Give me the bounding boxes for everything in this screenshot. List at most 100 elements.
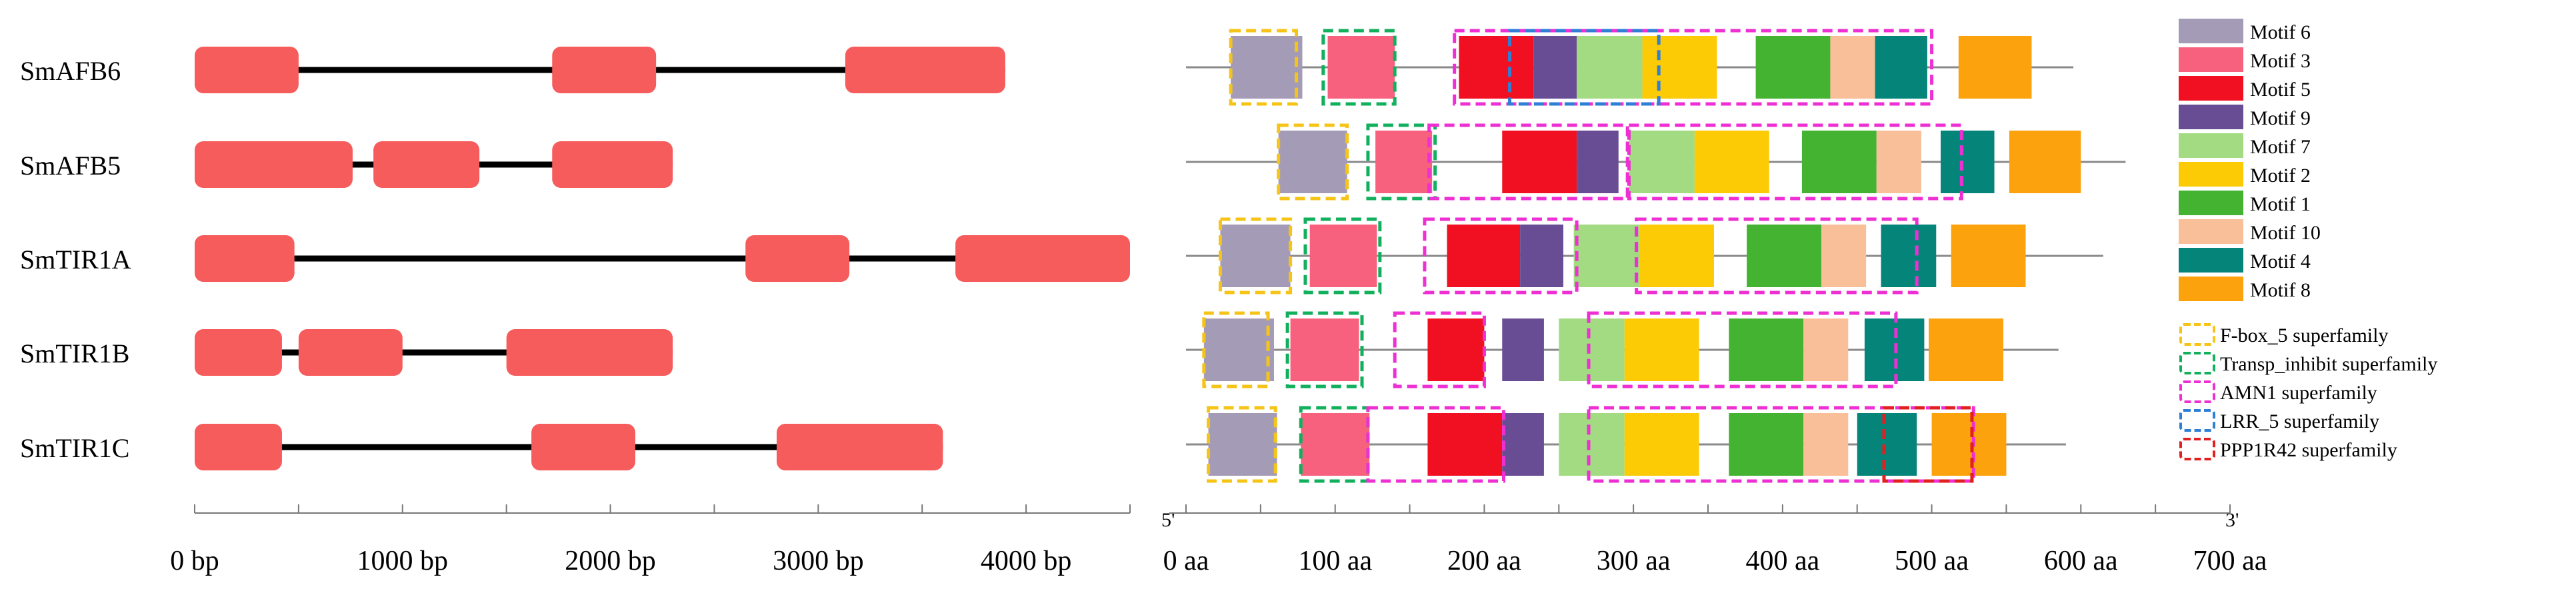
intron-line [195, 349, 673, 356]
protein-axis-tick-label: 200 aa [1447, 546, 1521, 576]
gene-axis-tick-label: 1000 bp [357, 546, 449, 576]
motif-10-box [1803, 318, 1849, 381]
domain-fbox-box [1218, 217, 1293, 295]
domain-amn1-box [1627, 123, 1963, 201]
legend-motif-4: Motif 4 [2179, 248, 2311, 273]
motif-3-box [1327, 36, 1395, 99]
motif-9-box [1520, 225, 1563, 287]
gene-axis-tick-label: 3000 bp [773, 546, 864, 576]
legend-motif-3: Motif 3 [2179, 47, 2311, 72]
legend-motif-10: Motif 10 [2179, 219, 2321, 244]
motif-8-box [1958, 36, 2032, 99]
legend-domain-swatch [2179, 380, 2215, 403]
motif-9-box [1502, 318, 1544, 381]
motif-8-box [1929, 318, 2003, 381]
legend-domain-swatch [2179, 438, 2215, 460]
legend-domain-swatch [2179, 323, 2215, 346]
gene-label-smafb6: SmAFB6 [20, 56, 121, 86]
legend-motif-label: Motif 5 [2250, 79, 2311, 101]
protein-axis-tick-label: 600 aa [2044, 546, 2118, 576]
protein-axis: 5' 3' 0 aa 100 aa 200 aa 300 aa 400 aa 500 aa… [1161, 504, 2267, 576]
legend-motif-label: Motif 10 [2250, 222, 2321, 244]
legend-motif-label: Motif 8 [2250, 279, 2311, 301]
motif-6-box [1203, 318, 1274, 381]
domain-amn1-box [1453, 29, 1934, 106]
motif-7-box [1559, 318, 1625, 381]
motif-2-box [1642, 36, 1717, 99]
domain-transp-box [1366, 123, 1437, 201]
legend-domain-label: LRR_5 superfamily [2220, 410, 2379, 432]
exon-block [845, 47, 1005, 93]
legend-motif-7: Motif 7 [2179, 133, 2311, 158]
motif-9-box [1577, 131, 1619, 193]
protein-row [1186, 406, 2066, 483]
exon-block [531, 424, 635, 470]
motif-4-box [1881, 225, 1937, 287]
motif-3-box [1309, 225, 1377, 287]
legend-motif-swatch [2179, 162, 2243, 187]
legend-domain-label: Transp_inhibit superfamily [2220, 353, 2437, 375]
legend-domain-swatch [2179, 409, 2215, 432]
legend-motif-label: Motif 1 [2250, 193, 2311, 215]
legend-domain-label: AMN1 superfamily [2220, 382, 2377, 404]
exon-block [195, 329, 282, 376]
motif-3-box [1301, 413, 1370, 476]
motif-6-box [1231, 36, 1303, 99]
protein-axis-tick-label: 100 aa [1298, 546, 1372, 576]
legend-domain-fbox: F-box_5 superfamily [2179, 323, 2388, 346]
exon-block [373, 141, 480, 188]
motif-6-box [1278, 131, 1347, 193]
domain-amn1-box [1423, 217, 1579, 295]
motif-1-box [1755, 36, 1831, 99]
exon-block [195, 424, 282, 470]
motif-5-box [1459, 36, 1534, 99]
protein-axis-tick-label: 500 aa [1895, 546, 1969, 576]
gene-structure-axis: 0 bp 1000 bp 2000 bp 3000 bp 4000 bp [170, 504, 1131, 576]
protein-axis-tick-label: 300 aa [1597, 546, 1671, 576]
legend-motif-swatch [2179, 47, 2243, 72]
gene-axis-tick-label: 4000 bp [981, 546, 1072, 576]
domain-transp-box [1285, 311, 1364, 388]
domain-fbox-box [1202, 311, 1270, 388]
motif-5-box [1427, 318, 1485, 381]
motif-7-box [1629, 131, 1695, 193]
domain-transp-box [1303, 217, 1382, 295]
domain-transp-box [1321, 29, 1397, 106]
motif-10-box [1830, 36, 1875, 99]
domain-lrr-box [1507, 29, 1661, 106]
legend-motif-swatch [2179, 219, 2243, 244]
legend-domain-lrr: LRR_5 superfamily [2179, 409, 2379, 432]
protein-row [1186, 123, 2126, 201]
exon-block [745, 235, 850, 282]
domain-amn1-box [1635, 217, 1919, 295]
motif-1-box [1729, 318, 1804, 381]
legend-motif-1: Motif 1 [2179, 191, 2311, 215]
legend-motif-8: Motif 8 [2179, 277, 2311, 301]
legend-motif-label: Motif 2 [2250, 165, 2311, 187]
motif-7-box [1559, 413, 1625, 476]
exon-block [195, 235, 295, 282]
motif-2-box [1624, 318, 1699, 381]
legend-motif-label: Motif 4 [2250, 251, 2311, 273]
motif-1-box [1801, 131, 1877, 193]
motif-5-box [1427, 413, 1503, 476]
gene-row [195, 424, 943, 470]
motif-4-box [1940, 131, 1995, 193]
legend-domain-transp: Transp_inhibit superfamily [2179, 352, 2437, 375]
intron-line [195, 255, 1130, 262]
motif-8-box [2009, 131, 2081, 193]
protein-row [1186, 29, 2074, 106]
exon-block [776, 424, 943, 470]
motif-6-box [1220, 225, 1291, 287]
exon-block [195, 47, 299, 93]
protein-axis-tick-label: 0 aa [1163, 546, 1209, 576]
exon-block [298, 329, 403, 376]
exon-block [195, 141, 353, 188]
legend-motif-6: Motif 6 [2179, 19, 2311, 43]
gene-labels: SmAFB6 SmAFB5 SmTIR1A SmTIR1B SmTIR1C [20, 56, 131, 463]
motif-6-box [1208, 413, 1277, 476]
gene-label-smtir1a: SmTIR1A [20, 245, 131, 275]
gene-label-smafb5: SmAFB5 [20, 151, 121, 181]
gene-label-smtir1c: SmTIR1C [20, 433, 129, 463]
five-prime-label: 5' [1161, 509, 1175, 531]
